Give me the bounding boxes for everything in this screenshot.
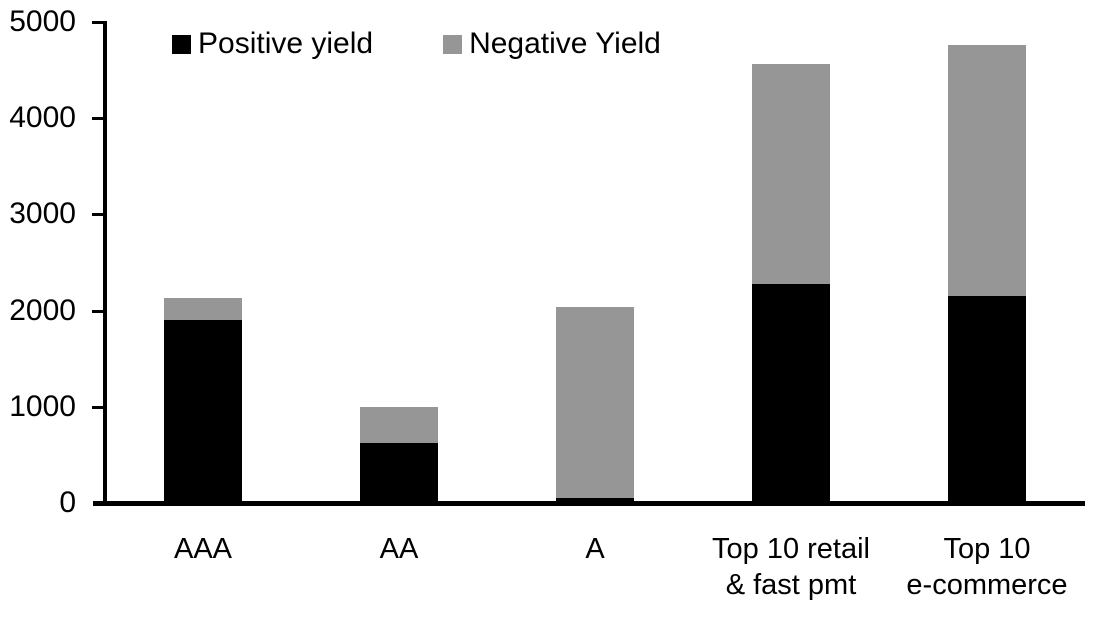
chart-legend: Positive yield Negative Yield [172,29,661,59]
y-tick-mark-4000 [92,117,105,121]
bar-segment-positive-yield-aa [360,443,438,503]
x-axis-line [93,501,1085,506]
bar-segment-negative-yield-a [556,306,634,499]
bar-segment-negative-yield-top-10-e-commerce [948,45,1026,297]
legend-swatch-positive-yield [172,34,191,54]
y-tick-label-3000: 3000 [9,197,76,231]
legend-item-negative-yield: Negative Yield [443,29,661,59]
y-tick-mark-5000 [92,21,105,24]
x-category-label-a: A [585,533,605,565]
y-tick-label-0: 0 [59,486,76,519]
legend-label-positive-yield: Positive yield [198,27,374,60]
bar-segment-negative-yield-aaa [164,298,242,321]
x-category-label-top-10-retail-fast-pmt: Top 10 retail & fast pmt [712,533,870,601]
bar-segment-negative-yield-aa [360,406,438,444]
bar-segment-positive-yield-top-10-retail-fast-pmt [752,283,830,503]
y-tick-label-5000: 5000 [9,5,76,38]
x-category-label-top-10-e-commerce: Top 10 e-commerce [906,533,1068,601]
y-tick-label-2000: 2000 [9,293,76,327]
y-tick-label-1000: 1000 [9,389,76,423]
legend-swatch-negative-yield [443,34,463,54]
y-tick-mark-1000 [92,405,105,409]
x-category-label-aaa: AAA [173,533,233,565]
bar-segment-positive-yield-aaa [164,320,242,503]
y-tick-mark-2000 [92,309,105,313]
y-tick-mark-3000 [92,213,105,217]
y-tick-label-4000: 4000 [9,101,76,135]
bar-segment-negative-yield-top-10-retail-fast-pmt [752,64,830,284]
bar-segment-positive-yield-top-10-e-commerce [948,296,1026,503]
x-category-label-aa: AA [379,533,419,565]
legend-label-negative-yield: Negative Yield [469,27,661,60]
legend-item-positive-yield: Positive yield [172,29,373,59]
y-axis-line [103,21,107,506]
bar-segment-positive-yield-a [556,498,634,503]
